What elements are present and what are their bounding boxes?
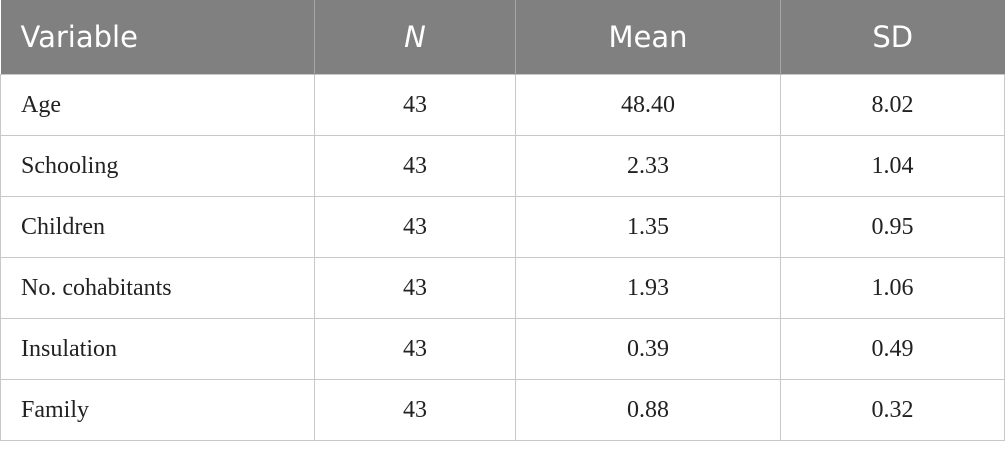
row-label: Age [0, 74, 315, 136]
header-cell: N [314, 0, 516, 75]
header-row: Variable N Mean SD [0, 0, 1005, 75]
table-row: Age 43 48.40 8.02 [0, 74, 1005, 136]
cell-value: 43 [314, 318, 516, 380]
cell-value: 0.88 [515, 379, 781, 441]
cell-value: 0.49 [780, 318, 1005, 380]
cell-value: 2.33 [515, 135, 781, 197]
header-cell: Variable [0, 0, 315, 75]
cell-value: 43 [314, 196, 516, 258]
cell-value: 0.39 [515, 318, 781, 380]
table-row: Schooling 43 2.33 1.04 [0, 135, 1005, 197]
row-label: Insulation [0, 318, 315, 380]
table-body: Age 43 48.40 8.02 Schooling 43 2.33 1.04 Childre… [0, 74, 1005, 441]
cell-value: 1.93 [515, 257, 781, 319]
table-row: Family 43 0.88 0.32 [0, 379, 1005, 441]
cell-value: 0.32 [780, 379, 1005, 441]
row-label: No. cohabitants [0, 257, 315, 319]
data-table: Variable N Mean SD Age 43 48.40 8.02 Schooli… [0, 0, 1005, 441]
table-header: Variable N Mean SD [0, 0, 1005, 75]
header-cell: SD [780, 0, 1005, 75]
cell-value: 43 [314, 74, 516, 136]
cell-value: 48.40 [515, 74, 781, 136]
cell-value: 43 [314, 379, 516, 441]
cell-value: 1.04 [780, 135, 1005, 197]
cell-value: 43 [314, 135, 516, 197]
table-row: No. cohabitants 43 1.93 1.06 [0, 257, 1005, 319]
cell-value: 43 [314, 257, 516, 319]
cell-value: 8.02 [780, 74, 1005, 136]
header-cell: Mean [515, 0, 781, 75]
table-row: Insulation 43 0.39 0.49 [0, 318, 1005, 380]
row-label: Schooling [0, 135, 315, 197]
cell-value: 1.35 [515, 196, 781, 258]
row-label: Children [0, 196, 315, 258]
table-row: Children 43 1.35 0.95 [0, 196, 1005, 258]
cell-value: 0.95 [780, 196, 1005, 258]
row-label: Family [0, 379, 315, 441]
cell-value: 1.06 [780, 257, 1005, 319]
